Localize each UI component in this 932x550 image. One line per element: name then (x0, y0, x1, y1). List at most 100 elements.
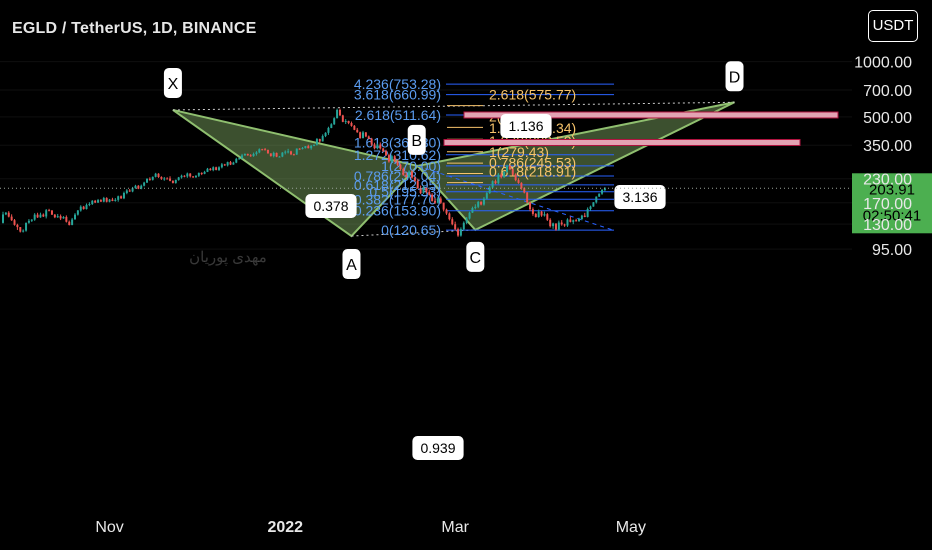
candle-body (468, 212, 471, 219)
candle-body (359, 132, 362, 139)
ratio-label-1: 0.939 (412, 436, 464, 460)
candle-body (572, 220, 575, 222)
candle-body (137, 185, 140, 189)
candle-body (514, 174, 517, 181)
candle-body (99, 200, 102, 202)
ratio-label-0-box (305, 194, 357, 218)
candle-body (177, 177, 180, 180)
candle-body (379, 144, 382, 149)
candle-body (428, 191, 431, 195)
candle-body (197, 172, 200, 176)
candle-body (603, 188, 606, 190)
y-tick-label: 1000.00 (854, 55, 912, 72)
candle-body (376, 144, 379, 149)
candle-body (91, 200, 94, 205)
candle-body (203, 171, 206, 174)
candle-body (586, 209, 589, 217)
candle-body (235, 158, 238, 163)
candle-body (169, 178, 172, 181)
candle-body (298, 148, 301, 150)
candle-body (523, 188, 526, 193)
candle-body (497, 174, 500, 184)
candle-body (4, 212, 7, 215)
candle-body (344, 120, 347, 122)
candle-body (382, 148, 385, 152)
candle-body (71, 219, 74, 225)
candle-body (143, 182, 146, 186)
candle-body (503, 171, 506, 178)
last-price-text: 203.91 (869, 181, 915, 198)
candle-body (269, 153, 272, 157)
candle-body (563, 224, 566, 226)
y-tick-label: 350.00 (863, 138, 912, 155)
x-tick-label: May (616, 519, 646, 536)
candle-body (183, 175, 186, 177)
candle-body (307, 146, 310, 149)
candle-body (13, 220, 16, 225)
candle-body (19, 227, 22, 232)
candle-body (477, 201, 480, 207)
fib-xa-label-0: 4.236(753.28) (354, 76, 441, 92)
target-zones (443, 111, 839, 146)
candle-body (494, 181, 497, 184)
fib-xa-label-6: 0.786(238.04) (354, 168, 441, 184)
candle-body (53, 214, 56, 218)
candle-body (79, 206, 82, 211)
point-label-b: B (407, 124, 426, 155)
candle-body (125, 190, 128, 194)
candle-body (598, 193, 601, 197)
candle-body (508, 165, 511, 170)
candle-body (399, 164, 402, 169)
fib-xa-label-5: 1(270.00) (381, 158, 441, 174)
price-axis: 1000.00 700.00 500.00 350.00 230.00 170.00 130… (854, 55, 912, 260)
candle-body (592, 202, 595, 207)
fib-bc-label-0: 2.618(575.77) (489, 87, 576, 103)
candle-body (194, 175, 197, 178)
candle-body (114, 199, 117, 201)
currency-unit-button[interactable]: USDT (868, 10, 918, 42)
candle-body (310, 145, 313, 149)
candle-body (338, 109, 341, 116)
y-tick-label: 130.00 (863, 217, 912, 234)
candle-body (601, 189, 604, 194)
fib-bc-label-6: 0.618(218.91) (489, 164, 576, 180)
ratio-label-2-text: 3.136 (622, 189, 657, 205)
candle-body (189, 173, 192, 177)
candle-body (465, 218, 468, 223)
candle-body (39, 214, 42, 218)
x-tick-label: Nov (95, 519, 123, 536)
candle-body (94, 200, 97, 203)
fib-bc-label-4: 1(279.43) (489, 144, 549, 160)
candle-body (232, 162, 235, 165)
candle-body (526, 192, 529, 203)
candle-body (2, 214, 4, 223)
candle-body (33, 214, 36, 220)
candle-body (543, 214, 546, 216)
candle-body (451, 219, 454, 225)
candle-body (549, 219, 552, 227)
candle-body (74, 214, 76, 220)
candle-body (258, 149, 261, 153)
candle-body (491, 181, 494, 188)
candle-body (364, 132, 367, 137)
candle-body (408, 171, 411, 178)
candle-body (246, 153, 249, 156)
candle-body (48, 210, 51, 212)
candle-body (315, 139, 318, 145)
fib-xa-label-11: 0(120.65) (381, 222, 441, 238)
candle-body (517, 180, 520, 183)
candle-body (284, 151, 287, 153)
candle-body (347, 120, 350, 124)
candle-body (122, 193, 125, 199)
candle-body (537, 211, 540, 218)
chart-title: EGLD / TetherUS, 1D, BINANCE (12, 20, 257, 37)
ratio-label-1-box (412, 436, 464, 460)
candle-body (166, 178, 169, 180)
candles (2, 108, 606, 237)
point-label-text: C (470, 250, 482, 267)
candle-body (580, 215, 583, 220)
candle-body (531, 209, 534, 214)
candle-body (557, 222, 560, 230)
candle-body (151, 176, 154, 180)
